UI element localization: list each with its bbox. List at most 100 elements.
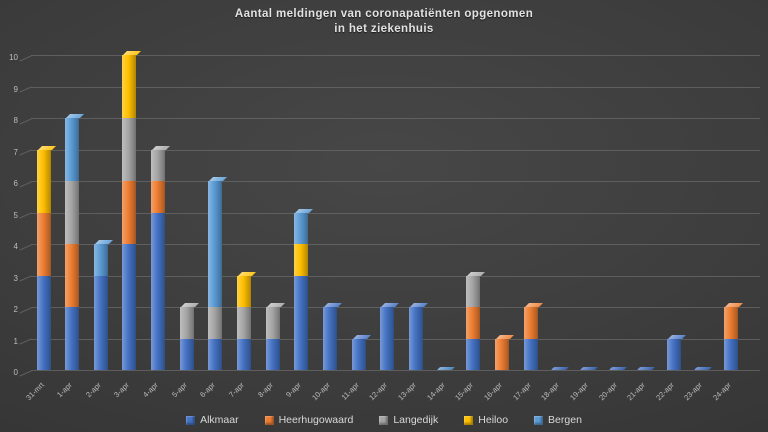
gridline-depth-tick — [19, 180, 32, 188]
bar-segment-alkmaar — [523, 338, 538, 370]
bar-segment-heiloo — [36, 149, 51, 213]
y-tick-label: 5 — [13, 210, 18, 220]
gridline — [31, 55, 760, 56]
zero-value-marker — [608, 367, 627, 370]
zero-value-marker — [579, 367, 598, 370]
bar-segment-heiloo — [122, 55, 137, 118]
gridline-depth-tick — [19, 117, 32, 125]
bar-segment-heerhugowaard — [151, 181, 166, 213]
chart-title: Aantal meldingen van coronapatiënten opg… — [0, 7, 768, 37]
bar-top-face — [352, 334, 371, 339]
bar-segment-alkmaar — [208, 338, 223, 370]
bar-segment-alkmaar — [237, 338, 252, 370]
gridline-depth-tick — [19, 306, 32, 314]
legend-item-heiloo: Heiloo — [464, 414, 508, 426]
gridline-depth-tick — [19, 338, 32, 345]
y-tick-label: 7 — [13, 147, 18, 157]
bar-segment-heiloo — [237, 275, 252, 307]
legend-swatch-icon — [379, 415, 389, 425]
bar-segment-langedijk — [466, 275, 481, 307]
bar-segment-heerhugowaard — [65, 244, 80, 307]
legend-item-bergen: Bergen — [534, 414, 582, 426]
gridline — [31, 212, 760, 214]
bar-segment-heerhugowaard — [523, 307, 538, 339]
legend-item-langedijk: Langedijk — [379, 414, 438, 426]
y-tick-label: 3 — [13, 273, 18, 283]
legend-swatch-icon — [534, 415, 544, 425]
gridline — [31, 118, 760, 119]
y-tick-label: 10 — [9, 53, 18, 62]
y-tick-label: 4 — [13, 242, 18, 251]
bar-segment-langedijk — [265, 307, 280, 339]
bar-segment-alkmaar — [265, 338, 280, 370]
gridline — [31, 307, 760, 308]
bar-segment-langedijk — [151, 149, 166, 181]
legend: Alkmaar Heerhugowaard Langedijk Heiloo Berge… — [0, 414, 768, 426]
gridline — [31, 338, 760, 340]
chart-title-line1: Aantal meldingen van coronapatiënten opg… — [234, 8, 534, 20]
bar-segment-alkmaar — [65, 307, 80, 370]
bar-top-face — [667, 334, 686, 339]
gridline — [31, 181, 760, 182]
bar-segment-heerhugowaard — [466, 307, 481, 339]
zero-value-marker — [436, 367, 455, 370]
chart-title-line2: in het ziekenhuis — [334, 23, 434, 35]
legend-label: Heiloo — [478, 414, 509, 426]
gridline-depth-tick — [19, 212, 32, 219]
bar-segment-alkmaar — [466, 338, 481, 370]
gridline — [31, 149, 760, 151]
bar-segment-alkmaar — [122, 244, 137, 370]
bar-segment-langedijk — [65, 181, 80, 244]
bar-segment-bergen — [65, 118, 80, 181]
gridline-depth-tick — [19, 54, 32, 62]
bar-segment-alkmaar — [323, 307, 337, 370]
bar-segment-alkmaar — [666, 338, 681, 370]
y-tick-label: 8 — [13, 116, 18, 125]
bar-segment-langedijk — [208, 307, 223, 339]
legend-label: Heerhugowaard — [278, 414, 354, 426]
bar-segment-alkmaar — [724, 338, 739, 370]
legend-swatch-icon — [464, 415, 474, 425]
bar-segment-alkmaar — [380, 307, 395, 370]
gridline — [31, 244, 760, 245]
bar-segment-langedijk — [179, 307, 194, 339]
gridline-depth-tick — [19, 86, 32, 93]
bar-segment-heerhugowaard — [122, 181, 137, 244]
bar-segment-alkmaar — [93, 275, 108, 370]
bar-segment-alkmaar — [294, 275, 309, 370]
gridline — [31, 86, 760, 88]
legend-label: Bergen — [548, 414, 582, 426]
y-tick-label: 2 — [13, 305, 18, 314]
bar-segment-alkmaar — [151, 212, 166, 370]
legend-item-heerhugowaard: Heerhugowaard — [264, 414, 354, 426]
gridline-depth-tick — [19, 275, 32, 282]
bar-segment-langedijk — [122, 118, 137, 181]
bar-top-face — [37, 145, 56, 150]
y-tick-label: 0 — [13, 368, 18, 377]
bar-segment-bergen — [93, 244, 108, 276]
bar-segment-bergen — [294, 212, 309, 244]
legend-item-alkmaar: Alkmaar — [186, 414, 239, 426]
legend-label: Alkmaar — [200, 414, 239, 426]
legend-label: Langedijk — [393, 414, 439, 426]
legend-swatch-icon — [264, 415, 274, 425]
gridline — [31, 275, 760, 277]
bar-segment-heiloo — [294, 244, 309, 276]
gridline-depth-tick — [19, 369, 32, 377]
bar-segment-alkmaar — [36, 275, 51, 370]
bar-segment-alkmaar — [351, 338, 366, 370]
y-tick-label: 9 — [13, 84, 18, 94]
gridline-depth-tick — [19, 243, 32, 251]
gridline-depth-tick — [19, 149, 32, 156]
bar-segment-heerhugowaard — [36, 212, 51, 276]
bar-segment-heerhugowaard — [494, 338, 509, 370]
legend-swatch-icon — [186, 415, 196, 425]
bar-segment-alkmaar — [408, 307, 423, 370]
bar-segment-bergen — [208, 181, 223, 307]
bar-segment-alkmaar — [179, 338, 194, 370]
bar-segment-heerhugowaard — [724, 307, 739, 339]
y-tick-label: 1 — [13, 336, 18, 346]
bar-segment-langedijk — [237, 307, 252, 339]
y-tick-label: 6 — [13, 179, 18, 188]
